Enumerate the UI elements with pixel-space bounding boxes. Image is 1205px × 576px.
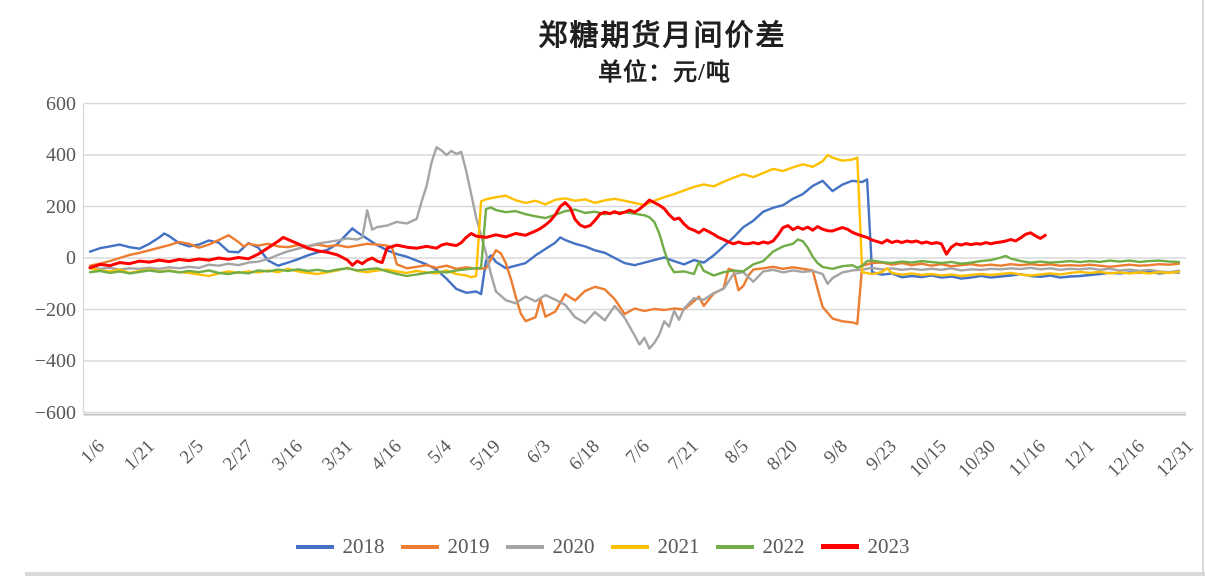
horizontal-scrollbar[interactable] xyxy=(25,572,1205,576)
legend-item-2019: 2019 xyxy=(400,534,490,559)
legend-swatch-2020 xyxy=(505,544,544,549)
series-line-2021 xyxy=(88,153,1181,279)
chart-title: 郑糖期货月间价差 xyxy=(538,20,787,52)
legend-label: 2020 xyxy=(552,534,595,558)
series-line-2023 xyxy=(88,198,1047,270)
legend-swatch-2021 xyxy=(610,544,649,549)
y-axis-tick-label: 0 xyxy=(66,247,76,269)
series-line-2022 xyxy=(88,206,1181,278)
legend-swatch-2019 xyxy=(400,544,439,549)
legend-swatch-2018 xyxy=(295,544,334,549)
legend-label: 2018 xyxy=(342,534,385,558)
series-line-2019 xyxy=(88,234,1181,326)
y-axis-tick-label: 200 xyxy=(46,195,76,218)
y-axis-tick-label: −400 xyxy=(34,350,76,372)
legend-item-2020: 2020 xyxy=(505,534,595,559)
legend-label: 2022 xyxy=(762,534,805,558)
legend-item-2022: 2022 xyxy=(715,534,805,559)
series-line-2018 xyxy=(88,178,1181,296)
y-axis-tick-label: 600 xyxy=(46,92,76,115)
chart-subtitle: 单位：元/吨 xyxy=(598,60,731,86)
legend-label: 2019 xyxy=(447,534,490,558)
legend-swatch-2022 xyxy=(715,544,754,549)
legend: 2018 2019 2020 2021 2022 2023 xyxy=(0,534,1205,559)
legend-swatch-2023 xyxy=(820,544,859,549)
pane-border xyxy=(1202,0,1204,576)
legend-item-2021: 2021 xyxy=(610,534,700,559)
legend-item-2018: 2018 xyxy=(295,534,385,559)
legend-label: 2021 xyxy=(657,534,700,558)
y-axis-tick-label: −600 xyxy=(34,401,76,424)
legend-item-2023: 2023 xyxy=(820,534,910,559)
y-axis-tick-label: −200 xyxy=(34,298,76,321)
legend-label: 2023 xyxy=(867,534,910,558)
y-axis-tick-label: 400 xyxy=(46,144,76,166)
series-line-2020 xyxy=(88,146,1181,350)
